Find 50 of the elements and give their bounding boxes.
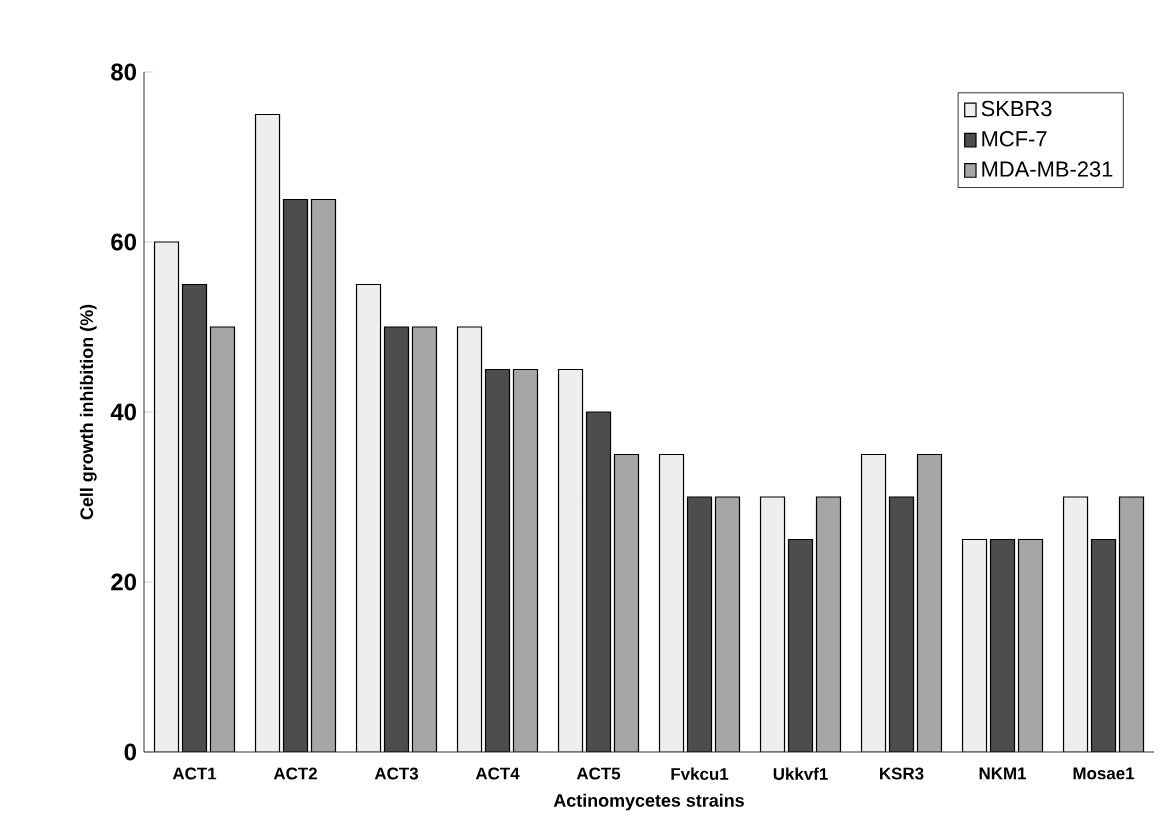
x-tick-label: NKM1 <box>979 767 1027 780</box>
bar <box>1090 538 1117 752</box>
bar <box>154 242 179 752</box>
bar <box>659 454 684 752</box>
bar <box>816 497 841 752</box>
x-axis-title: Actinomycetes strains <box>553 793 744 811</box>
y-tick-label: 80 <box>111 63 136 81</box>
x-tick-label: Fvkcu1 <box>671 767 729 780</box>
x-tick-label: ACT1 <box>172 767 217 780</box>
y-tick-label: 0 <box>124 743 136 761</box>
x-tick-label: ACT2 <box>273 767 317 780</box>
x-tick-label: Mosae1 <box>1073 767 1135 780</box>
x-tick-label: ACT3 <box>374 767 419 780</box>
x-tick-label: Ukkvf1 <box>773 767 828 780</box>
bar <box>457 327 482 752</box>
y-tick-label: 20 <box>111 573 136 591</box>
bar <box>715 497 740 752</box>
bar <box>861 454 886 752</box>
x-tick-label: ACT4 <box>475 767 520 780</box>
bar <box>311 199 336 752</box>
bar <box>1018 539 1043 752</box>
legend-label: SKBR3 <box>981 100 1052 117</box>
bar <box>356 284 381 752</box>
bar <box>788 539 813 752</box>
bar <box>760 497 785 752</box>
bar <box>412 327 437 752</box>
bar <box>255 114 280 752</box>
bar <box>283 199 308 752</box>
bar <box>210 327 235 752</box>
x-tick-label: ACT5 <box>576 767 621 780</box>
legend-label: MCF-7 <box>982 131 1047 147</box>
x-tick-label: KSR3 <box>880 767 924 780</box>
bar <box>962 539 987 752</box>
y-tick-label: 40 <box>110 403 136 421</box>
y-tick-label: 60 <box>111 233 136 251</box>
bar <box>889 497 914 752</box>
bar <box>917 454 942 752</box>
bar <box>687 497 712 752</box>
bar <box>485 369 510 752</box>
bar <box>586 412 611 752</box>
bar <box>384 327 409 752</box>
bar <box>614 454 639 752</box>
bar <box>513 369 538 752</box>
bar <box>1118 496 1145 752</box>
legend-label: MDA-MB-231 <box>982 161 1113 177</box>
bar <box>558 369 583 752</box>
bar <box>1062 496 1089 752</box>
y-axis-title: Cell growth inhibition (%) <box>79 304 97 520</box>
bar <box>182 284 207 752</box>
bar <box>990 539 1015 752</box>
